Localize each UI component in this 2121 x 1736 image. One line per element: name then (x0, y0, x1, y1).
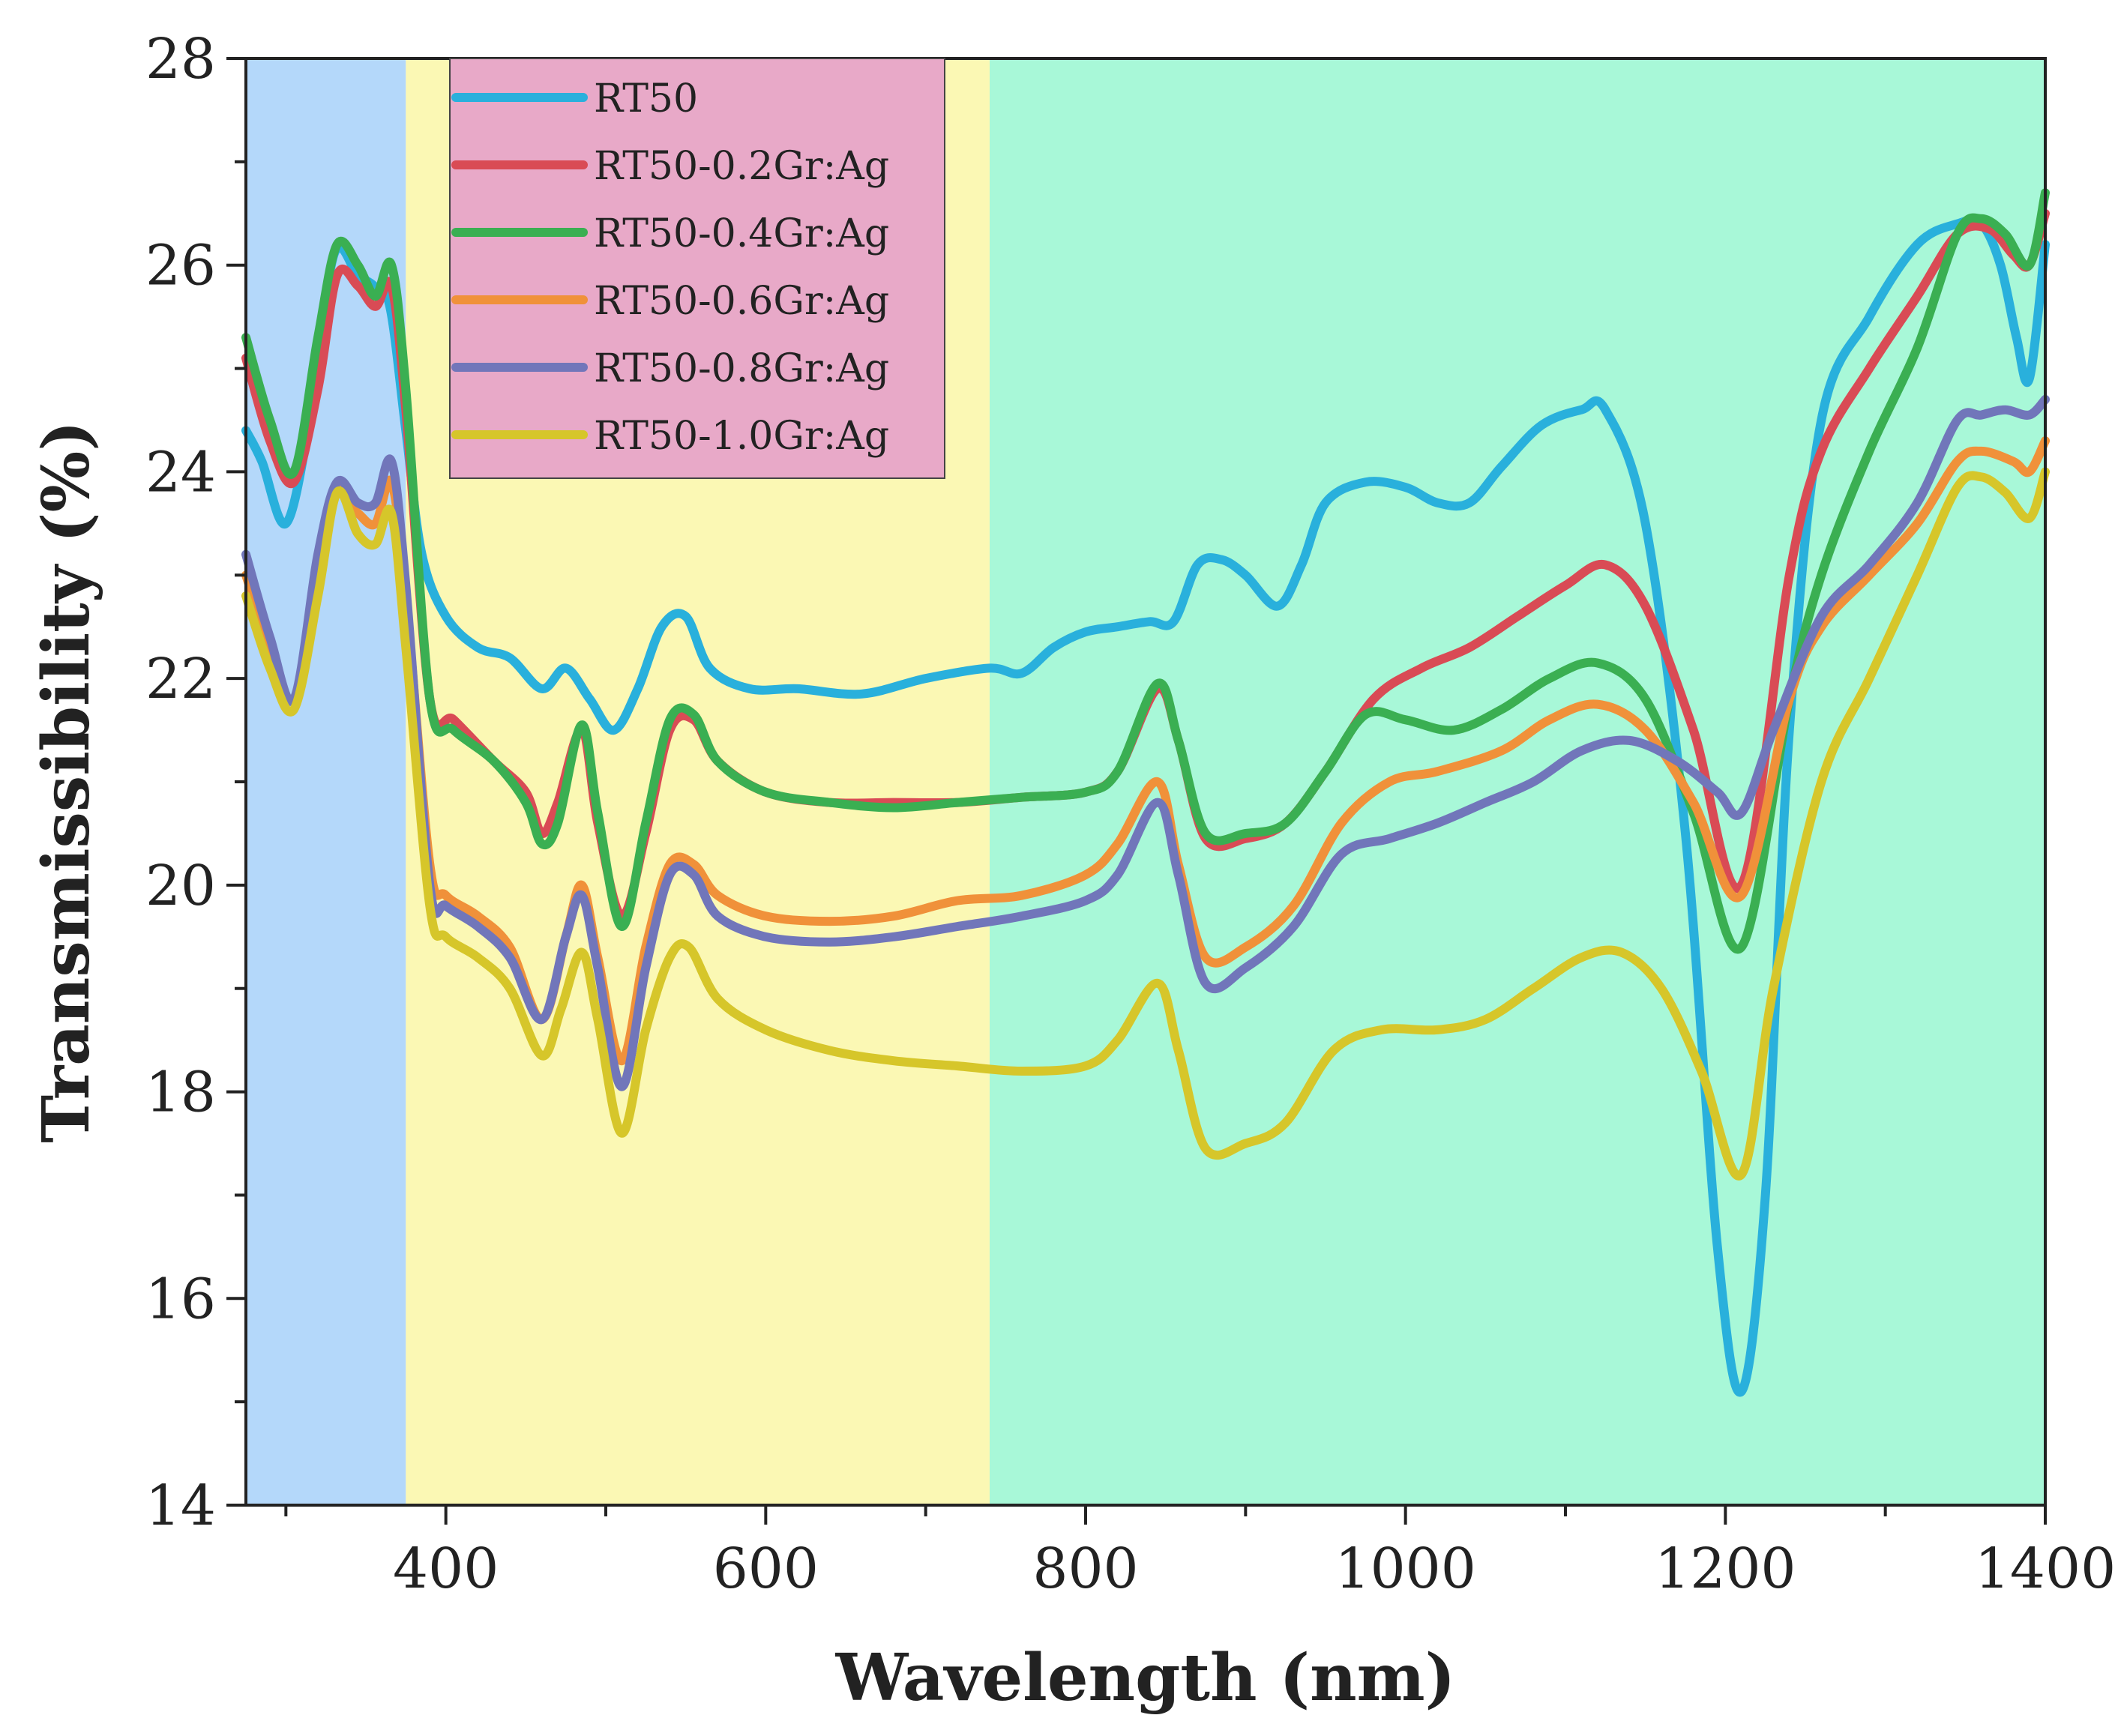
tick-labels: 400 600 800 1000 1200 1400 14 16 18 20 22 24 26 28 (145, 27, 2116, 1601)
y-tick-label: 14 (145, 1474, 216, 1538)
legend: RT50 RT50-0.2Gr:Ag RT50-0.4Gr:Ag RT50-0.6Gr… (449, 58, 945, 479)
x-tick-label: 600 (713, 1537, 819, 1601)
y-tick-label: 24 (145, 440, 216, 504)
y-tick-label: 26 (145, 234, 216, 298)
legend-box (449, 58, 945, 479)
y-tick-label: 18 (145, 1061, 216, 1125)
y-axis-title: Transmissibility (%) (28, 421, 104, 1143)
legend-label: RT50-0.8Gr:Ag (594, 346, 889, 391)
legend-label: RT50-1.0Gr:Ag (594, 414, 889, 459)
x-tick-label: 400 (393, 1537, 499, 1601)
legend-label: RT50-0.2Gr:Ag (594, 144, 889, 189)
region-nir (990, 58, 2045, 1505)
series-line-rt50-0-8gr-ag (241, 394, 2050, 1091)
x-tick-label: 1400 (1975, 1537, 2116, 1601)
y-tick-label: 22 (145, 647, 216, 711)
x-tick-label: 1000 (1335, 1537, 1476, 1601)
series-line-rt50-1-0gr-ag (241, 467, 2050, 1181)
legend-label: RT50-0.6Gr:Ag (594, 279, 889, 324)
x-tick-label: 1200 (1655, 1537, 1796, 1601)
y-tick-label: 16 (145, 1267, 216, 1331)
y-tick-label: 28 (145, 27, 216, 91)
legend-label: RT50-0.4Gr:Ag (594, 211, 889, 256)
axis-ticks (226, 57, 2047, 1525)
series-lines (241, 188, 2050, 1397)
legend-label: RT50 (594, 76, 698, 121)
x-axis-title: Wavelength (nm) (835, 1640, 1456, 1716)
y-tick-label: 20 (145, 854, 216, 918)
series-line-rt50 (241, 215, 2050, 1397)
legend-items: RT50 RT50-0.2Gr:Ag RT50-0.4Gr:Ag RT50-0.6Gr… (451, 76, 889, 459)
x-tick-label: 800 (1032, 1537, 1138, 1601)
